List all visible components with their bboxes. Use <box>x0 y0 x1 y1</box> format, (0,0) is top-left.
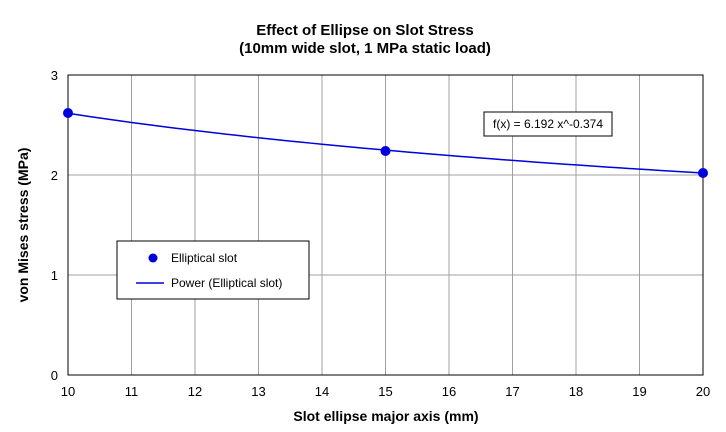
chart-subtitle: (10mm wide slot, 1 MPa static load) <box>239 40 491 57</box>
y-tick-label: 2 <box>51 168 58 183</box>
x-tick-label: 17 <box>505 384 519 399</box>
equation-text: f(x) = 6.192 x^-0.374 <box>493 117 603 131</box>
legend-frame <box>116 240 310 300</box>
x-tick-label: 14 <box>315 384 329 399</box>
y-axis-ticks: 0 1 2 3 <box>51 68 58 383</box>
x-axis-label: Slot ellipse major axis (mm) <box>293 408 478 424</box>
x-tick-label: 20 <box>696 384 710 399</box>
y-axis-label: von Mises stress (MPa) <box>15 148 31 303</box>
data-points-elliptical-slot <box>63 108 708 178</box>
x-tick-label: 10 <box>61 384 75 399</box>
x-tick-label: 12 <box>188 384 202 399</box>
plot-area-frame <box>67 74 704 376</box>
x-tick-label: 13 <box>251 384 265 399</box>
x-tick-label: 11 <box>125 384 139 399</box>
data-point <box>63 108 73 118</box>
data-point <box>380 146 391 156</box>
equation-frame <box>483 111 613 137</box>
y-tick-label: 1 <box>51 268 58 283</box>
data-point <box>698 168 708 178</box>
legend-label-power: Power (Elliptical slot) <box>171 276 282 290</box>
x-axis-ticks: 10 11 12 13 14 15 16 17 18 19 20 <box>61 384 710 399</box>
y-tick-label: 0 <box>51 368 58 383</box>
legend: Elliptical slot Power (Elliptical slot) <box>116 240 310 300</box>
y-tick-label: 3 <box>51 68 58 83</box>
x-tick-label: 19 <box>632 384 646 399</box>
x-tick-label: 18 <box>569 384 583 399</box>
chart-title: Effect of Ellipse on Slot Stress <box>256 22 474 39</box>
x-tick-label: 15 <box>378 384 392 399</box>
legend-marker-elliptical-slot <box>148 253 158 263</box>
x-tick-label: 16 <box>442 384 456 399</box>
legend-label-elliptical-slot: Elliptical slot <box>171 251 238 265</box>
trendline-equation-box: f(x) = 6.192 x^-0.374 <box>483 111 613 137</box>
